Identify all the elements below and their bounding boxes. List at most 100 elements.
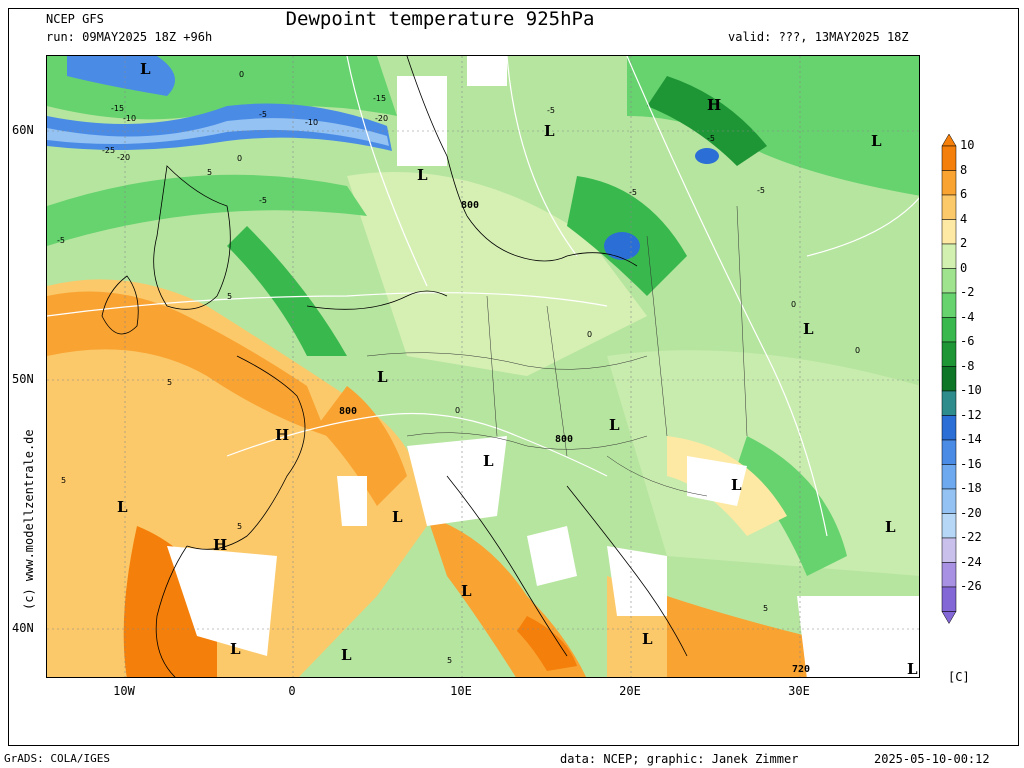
contour-label: 0 [239, 70, 245, 79]
isobar-label: 720 [792, 664, 811, 675]
unit-label: [C] [948, 670, 970, 684]
legend-label: -20 [960, 505, 982, 520]
legend-swatch [941, 268, 957, 294]
isobar-label: 800 [461, 200, 480, 211]
lat-tick-label: 60N [12, 123, 34, 137]
legend-swatch [941, 219, 957, 245]
contour-label: 0 [791, 300, 797, 309]
low-pressure-label: L [461, 582, 472, 600]
low-pressure-label: L [377, 368, 388, 386]
legend-label: -6 [960, 334, 975, 348]
contour-label: 0 [237, 154, 243, 163]
low-pressure-label: L [392, 508, 403, 526]
contour-label: 0 [587, 330, 593, 339]
low-pressure-label: L [341, 646, 352, 664]
legend-label: -12 [960, 407, 982, 422]
legend-label: -10 [960, 383, 982, 397]
contour-label: -15 [111, 104, 125, 113]
low-pressure-label: L [417, 166, 428, 184]
contour-label: 5 [167, 378, 173, 387]
low-pressure-label: L [230, 640, 241, 658]
lon-tick-label: 20E [619, 684, 641, 698]
legend-swatch [941, 586, 957, 612]
contour-label: -10 [123, 114, 137, 123]
legend-label: -8 [960, 358, 975, 373]
timestamp-label: 2025-05-10-00:12 [874, 752, 990, 766]
high-pressure-label: H [275, 426, 290, 444]
legend-swatch [941, 562, 957, 588]
plot-frame [8, 8, 1019, 746]
contour-label: -10 [305, 118, 319, 127]
low-pressure-label: L [885, 518, 896, 536]
contour-label: -20 [375, 114, 389, 123]
contour-label: 5 [237, 522, 243, 531]
legend-label: -4 [960, 309, 975, 324]
lon-tick-label: 10W [113, 684, 135, 698]
isobar-label: 800 [555, 434, 574, 445]
dewpoint-map: L L L H L L L H L L L L L L H L L L L L … [46, 55, 920, 678]
credit-label: data: NCEP; graphic: Janek Zimmer [560, 752, 799, 766]
legend-swatch [941, 415, 957, 441]
legend-swatch [941, 366, 957, 392]
valid-label: valid: ???, 13MAY2025 18Z [728, 30, 909, 44]
legend-swatch [941, 611, 957, 624]
legend-swatch [941, 243, 957, 269]
legend-label: -14 [960, 432, 982, 446]
grads-label: GrADS: COLA/IGES [4, 752, 110, 765]
legend-label: 10 [960, 138, 975, 152]
copyright-label: (c) www.modellzentrale.de [22, 429, 36, 610]
contour-label: -5 [547, 106, 555, 115]
contour-label: -20 [117, 153, 131, 162]
contour-label: 5 [447, 656, 453, 665]
legend-swatch [941, 439, 957, 465]
lat-tick-label: 50N [12, 372, 34, 386]
legend-label: 4 [960, 211, 968, 226]
low-pressure-label: L [140, 60, 151, 78]
legend-swatch [941, 194, 957, 220]
legend-swatch [941, 317, 957, 343]
high-pressure-label: H [213, 536, 228, 554]
legend-label: 0 [960, 260, 968, 275]
legend-swatch [941, 292, 957, 318]
lon-tick-label: 0 [288, 684, 296, 698]
legend-label: -16 [960, 456, 982, 471]
legend-swatch [941, 390, 957, 416]
contour-label: -5 [707, 134, 715, 143]
color-legend: 10 8 6 4 2 0 -2 -4 -6 -8 -10 -12 -14 -16 -18 -20 -22 -24 -… [940, 134, 1020, 634]
legend-swatch [941, 464, 957, 490]
contour-label: -5 [757, 186, 765, 195]
contour-label: -5 [629, 188, 637, 197]
legend-colorbar [941, 134, 957, 624]
contour-label: -5 [259, 196, 267, 205]
contour-label: -25 [102, 146, 116, 155]
contour-label: 5 [207, 168, 213, 177]
low-pressure-label: L [483, 452, 494, 470]
contour-label: -5 [259, 110, 267, 119]
high-pressure-label: H [707, 96, 722, 114]
legend-swatch [941, 513, 957, 539]
run-label: run: 09MAY2025 18Z +96h [46, 30, 213, 44]
legend-label: -2 [960, 285, 975, 299]
low-pressure-label: L [803, 320, 814, 338]
contour-label: -5 [57, 236, 65, 245]
legend-swatch [941, 145, 957, 171]
isobar-label: 800 [339, 406, 358, 417]
legend-label: 8 [960, 162, 968, 177]
legend-swatch [941, 341, 957, 367]
legend-swatch [941, 488, 957, 514]
contour-label: 0 [855, 346, 861, 355]
model-label: NCEP GFS [46, 12, 104, 26]
contour-label: 0 [455, 406, 461, 415]
legend-label: -18 [960, 481, 982, 495]
chart-title: Dewpoint temperature 925hPa [285, 8, 595, 30]
legend-label: 2 [960, 236, 968, 250]
legend-label: 6 [960, 187, 968, 201]
contour-label: -15 [373, 94, 387, 103]
contour-label: 5 [227, 292, 233, 301]
low-pressure-label: L [871, 132, 882, 150]
low-pressure-label: L [642, 630, 653, 648]
legend-swatch [941, 134, 957, 147]
legend-label: -22 [960, 530, 982, 544]
lat-tick-label: 40N [12, 621, 34, 635]
low-pressure-label: L [731, 476, 742, 494]
